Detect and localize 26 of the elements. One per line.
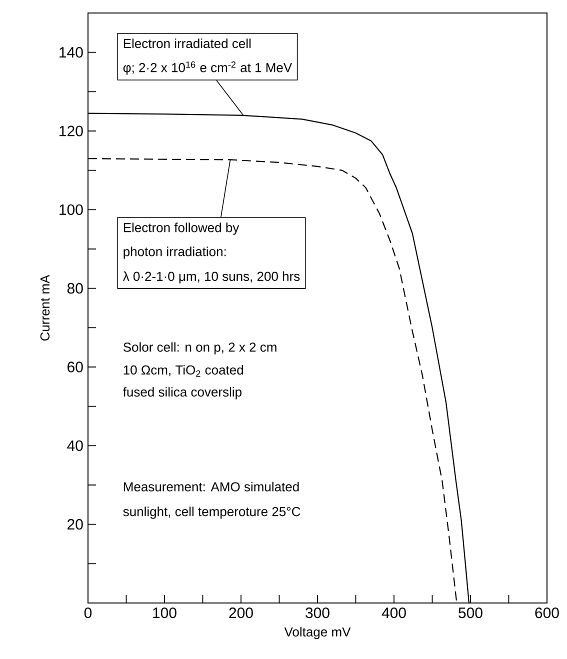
- x-tick-label: 200: [229, 608, 253, 618]
- annotation: photon irradiation:: [124, 246, 226, 259]
- x-tick-label: 300: [306, 608, 330, 618]
- annotation: Solor cell: n on p, 2 x 2 cm: [123, 342, 276, 354]
- annotation: Electron followed by: [124, 222, 240, 235]
- annotation: λ 0·2-1·0 μm, 10 suns, 200 hrs: [122, 271, 300, 284]
- y-tick-label: 120: [60, 126, 83, 136]
- y-tick-label: 40: [67, 440, 83, 451]
- annotation: Measurement: AMO simulated: [124, 482, 299, 492]
- y-tick-label: 20: [68, 519, 83, 530]
- y-axis-title: Current mA: [40, 274, 50, 341]
- annotation: Electron irradiated cell: [124, 38, 251, 48]
- annotation: fused silica coverslip: [123, 387, 242, 400]
- y-tick-label: 140: [60, 47, 83, 58]
- x-tick-label: 500: [458, 608, 482, 618]
- x-tick-label: 0: [84, 608, 92, 618]
- x-axis-title: Voltage mV: [284, 627, 351, 640]
- x-tick-label: 600: [535, 608, 559, 618]
- y-tick-label: 100: [60, 204, 83, 215]
- y-tick-label: 80: [67, 283, 83, 294]
- annotation: sunlight, cell temperoture 25°C: [123, 506, 300, 519]
- y-tick-label: 60: [68, 362, 83, 372]
- x-tick-label: 400: [382, 608, 406, 618]
- annotation: φ; 2·2 x 10$^{16}$ e cm$^{-2}$ at 1 MeV: [123, 61, 292, 75]
- annotation: 10 Ωcm, TiO$_{2}$ coated: [124, 365, 244, 377]
- x-tick-label: 100: [153, 608, 176, 618]
